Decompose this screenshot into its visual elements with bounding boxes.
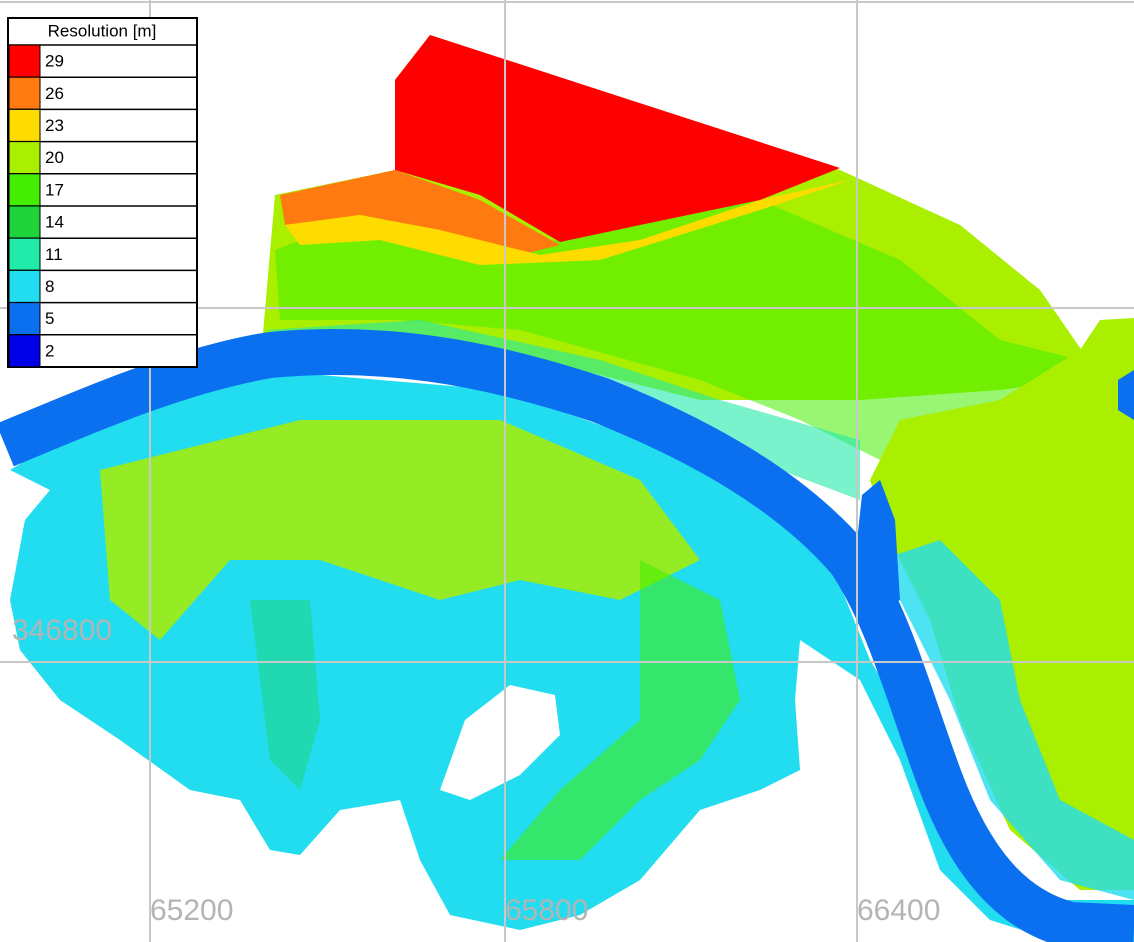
legend-label: 29 xyxy=(45,52,64,71)
legend-label: 14 xyxy=(45,213,64,232)
y-label: 346800 xyxy=(12,614,112,647)
legend-label: 2 xyxy=(45,341,54,360)
x-label: 65800 xyxy=(505,894,588,927)
legend-label: 26 xyxy=(45,84,64,103)
mesh-view: 65200 65800 66400 346800 Resolution [m] … xyxy=(0,0,1134,942)
legend-label: 17 xyxy=(45,180,64,199)
x-label: 66400 xyxy=(857,894,940,927)
legend-swatch xyxy=(9,206,40,238)
legend-swatch xyxy=(9,303,40,335)
x-label: 65200 xyxy=(150,894,233,927)
legend-label: 20 xyxy=(45,148,64,167)
legend-label: 5 xyxy=(45,309,54,328)
legend-label: 23 xyxy=(45,116,64,135)
legend-swatch xyxy=(9,238,40,270)
legend-label: 11 xyxy=(45,245,63,264)
legend-swatch xyxy=(9,270,40,302)
legend-swatch xyxy=(9,174,40,206)
legend-swatch xyxy=(9,109,40,141)
legend: Resolution [m] 29 26 23 20 17 14 11 8 5 2 xyxy=(8,18,197,367)
legend-swatch xyxy=(9,335,40,367)
legend-title: Resolution [m] xyxy=(48,21,157,40)
legend-swatch xyxy=(9,45,40,77)
legend-swatch xyxy=(9,142,40,174)
legend-swatch xyxy=(9,77,40,109)
legend-label: 8 xyxy=(45,277,54,296)
